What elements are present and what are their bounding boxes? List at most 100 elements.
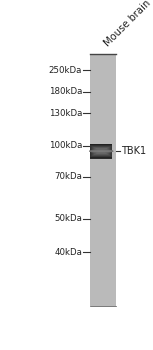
Bar bbox=[90, 290, 116, 294]
Bar bbox=[90, 139, 116, 142]
Bar bbox=[90, 145, 112, 158]
Bar bbox=[95, 148, 107, 154]
Bar bbox=[90, 170, 116, 174]
Bar bbox=[90, 284, 116, 287]
Bar bbox=[90, 123, 116, 127]
Bar bbox=[90, 183, 116, 187]
Bar bbox=[90, 120, 116, 124]
Ellipse shape bbox=[89, 150, 113, 153]
Bar bbox=[90, 145, 112, 158]
Bar bbox=[93, 147, 109, 155]
Bar bbox=[100, 150, 102, 152]
Bar bbox=[90, 154, 116, 158]
Ellipse shape bbox=[89, 150, 113, 152]
Ellipse shape bbox=[89, 149, 113, 153]
Ellipse shape bbox=[89, 149, 113, 153]
Bar bbox=[90, 287, 116, 290]
Bar bbox=[90, 302, 116, 306]
Bar bbox=[90, 63, 116, 67]
Bar bbox=[90, 265, 116, 268]
Bar bbox=[90, 145, 112, 157]
Bar bbox=[90, 293, 116, 297]
Bar bbox=[97, 149, 106, 153]
Bar bbox=[90, 144, 112, 158]
Bar bbox=[99, 150, 103, 152]
Bar bbox=[90, 255, 116, 259]
Bar bbox=[90, 246, 116, 250]
Bar bbox=[90, 180, 116, 183]
Bar bbox=[90, 202, 116, 205]
Bar bbox=[96, 148, 106, 154]
Ellipse shape bbox=[89, 150, 113, 152]
Bar bbox=[90, 132, 116, 136]
Bar bbox=[90, 158, 116, 161]
Bar bbox=[90, 101, 116, 105]
Bar bbox=[90, 220, 116, 224]
Bar bbox=[90, 88, 116, 92]
Ellipse shape bbox=[89, 149, 113, 153]
Bar bbox=[96, 148, 107, 154]
Bar bbox=[90, 113, 116, 117]
Bar bbox=[90, 60, 116, 64]
Bar bbox=[90, 214, 116, 218]
Bar bbox=[90, 142, 116, 146]
Bar bbox=[90, 198, 116, 202]
Bar bbox=[98, 149, 104, 153]
Text: 250kDa: 250kDa bbox=[49, 66, 82, 75]
Bar bbox=[90, 249, 116, 253]
Bar bbox=[95, 148, 107, 154]
Ellipse shape bbox=[89, 149, 113, 153]
Ellipse shape bbox=[89, 150, 113, 153]
Bar bbox=[90, 161, 116, 164]
Bar bbox=[94, 147, 108, 155]
Bar bbox=[90, 252, 116, 256]
Ellipse shape bbox=[89, 151, 113, 152]
Bar bbox=[90, 261, 116, 265]
Bar bbox=[90, 135, 116, 139]
Bar bbox=[90, 239, 116, 243]
Bar bbox=[90, 144, 112, 158]
Bar bbox=[90, 173, 116, 177]
Ellipse shape bbox=[89, 149, 113, 153]
Bar bbox=[90, 91, 116, 95]
Bar bbox=[90, 189, 116, 193]
Ellipse shape bbox=[89, 150, 113, 152]
Bar bbox=[90, 271, 116, 275]
Bar bbox=[90, 145, 116, 149]
Ellipse shape bbox=[89, 150, 113, 152]
Ellipse shape bbox=[89, 149, 113, 153]
Text: 40kDa: 40kDa bbox=[54, 248, 82, 257]
Bar bbox=[90, 192, 116, 196]
Bar bbox=[90, 72, 116, 76]
Text: Mouse brain: Mouse brain bbox=[102, 0, 153, 49]
Bar bbox=[90, 129, 116, 133]
Bar bbox=[90, 233, 116, 237]
Bar bbox=[98, 150, 104, 153]
Bar bbox=[90, 299, 116, 303]
Bar bbox=[91, 146, 111, 156]
Text: 130kDa: 130kDa bbox=[49, 109, 82, 118]
Bar bbox=[90, 144, 112, 159]
Bar bbox=[91, 146, 112, 157]
Bar bbox=[90, 227, 116, 231]
Bar bbox=[99, 150, 103, 152]
Bar bbox=[90, 243, 116, 246]
Ellipse shape bbox=[89, 149, 113, 153]
Bar bbox=[90, 274, 116, 278]
Bar bbox=[90, 76, 116, 79]
Bar bbox=[90, 66, 116, 70]
Bar bbox=[90, 110, 116, 114]
Bar bbox=[90, 145, 112, 157]
Bar bbox=[92, 147, 110, 156]
Bar bbox=[90, 236, 116, 240]
Bar bbox=[97, 149, 106, 154]
Bar bbox=[90, 145, 112, 157]
Bar bbox=[90, 176, 116, 180]
Text: 70kDa: 70kDa bbox=[54, 172, 82, 181]
Ellipse shape bbox=[89, 150, 113, 152]
Text: 180kDa: 180kDa bbox=[49, 88, 82, 96]
Bar bbox=[97, 149, 105, 153]
Bar bbox=[92, 146, 110, 156]
Bar bbox=[90, 280, 116, 284]
Text: TBK1: TBK1 bbox=[121, 146, 146, 156]
